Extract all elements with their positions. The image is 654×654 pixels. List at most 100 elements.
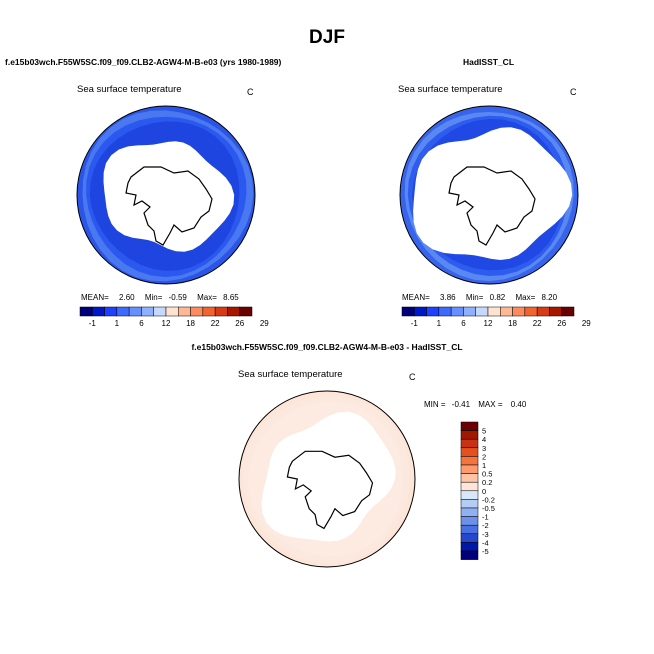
colorbar-swatch: [116, 306, 130, 317]
colorbar-tick-label: -1: [482, 513, 489, 522]
colorbar-swatch: [153, 306, 167, 317]
colorbar-swatch: [512, 306, 526, 317]
sst-band-0: [239, 391, 415, 567]
colorbar-tick-label: 4: [482, 435, 486, 444]
colorbar-tick-label: 29: [582, 319, 591, 328]
colorbar-swatch: [79, 306, 93, 317]
panel1-variable-title: Sea surface temperature: [77, 84, 182, 95]
colorbar-swatch: [460, 490, 479, 500]
colorbar-tick-label: 22: [211, 319, 220, 328]
colorbar-tick-label: -0.2: [482, 495, 495, 504]
colorbar-tick-label: 1: [482, 461, 486, 470]
colorbar-tick-label: 6: [461, 319, 466, 328]
colorbar-swatch: [128, 306, 142, 317]
colorbar-swatch: [463, 306, 476, 317]
colorbar-swatch: [460, 533, 479, 543]
colorbar-swatch: [426, 306, 440, 317]
colorbar-swatch: [460, 464, 479, 474]
map-field: [400, 106, 578, 284]
colorbar-swatch: [460, 550, 479, 560]
panel2-colorbar: -1 1 6 12 18 22 26 29: [401, 306, 591, 328]
sea-ice-mask: [413, 127, 573, 260]
sst-band-3: [412, 119, 564, 271]
colorbar-tick-label: 1: [115, 319, 120, 328]
colorbar-tick-label: -1: [411, 319, 419, 328]
panel1-units: C: [247, 87, 254, 97]
colorbar-swatch: [460, 438, 479, 449]
colorbar-swatch: [178, 306, 191, 317]
colorbar-swatch: [214, 306, 228, 317]
colorbar-tick-label: 12: [484, 319, 493, 328]
colorbar-tick-label: -3: [482, 530, 489, 539]
colorbar-tick-label: 26: [235, 319, 244, 328]
colorbar-swatch: [549, 306, 562, 317]
colorbar-swatch: [460, 516, 479, 526]
panel2-units: C: [570, 87, 577, 97]
panel1-min-value: -0.59: [168, 293, 187, 302]
colorbar-swatch: [524, 306, 538, 317]
sst-band-2: [86, 116, 247, 277]
colorbar-swatch: [487, 306, 501, 317]
panel3-stats: MIN = -0.41 MAX = 0.40: [424, 400, 526, 409]
colorbar-tick-label: 26: [557, 319, 566, 328]
colorbar-swatch: [401, 306, 415, 317]
ocean-background: [400, 106, 578, 284]
colorbar-tick-label: 18: [508, 319, 517, 328]
colorbar-tick-label: 0: [482, 487, 486, 496]
colorbar-swatch: [227, 306, 240, 317]
sst-band-3: [89, 121, 240, 271]
map-boundary: [399, 105, 579, 285]
colorbar-swatch: [460, 499, 479, 509]
colorbar-tick-label: 6: [139, 319, 144, 328]
colorbar-swatch: [438, 306, 452, 317]
panel2-mean-value: 3.86: [440, 293, 456, 302]
panel1-stats: MEAN= 2.60 Min= -0.59 Max= 8.65: [81, 293, 239, 302]
colorbar-tick-label: -5: [482, 547, 489, 556]
colorbar-swatch: [141, 306, 154, 317]
colorbar-swatch: [414, 306, 427, 317]
sst-band-0: [400, 106, 578, 284]
panel2-stats: MEAN= 3.86 Min= 0.82 Max= 8.20: [402, 293, 557, 302]
colorbar-tick-label: 3: [482, 444, 486, 453]
colorbar-swatch: [460, 447, 479, 457]
colorbar-swatch: [460, 430, 479, 440]
panel3-min-label: MIN =: [424, 400, 446, 409]
panel2-variable-title: Sea surface temperature: [398, 84, 503, 95]
sst-band-2: [248, 401, 404, 556]
colorbar-swatch: [450, 306, 464, 317]
panel3-variable-title: Sea surface temperature: [238, 369, 343, 380]
colorbar-swatch: [190, 306, 204, 317]
colorbar-tick-label: 18: [186, 319, 195, 328]
antarctica-coastline: [125, 166, 213, 246]
colorbar-tick-label: 29: [260, 319, 269, 328]
sst-band-0: [77, 106, 255, 284]
colorbar-tick-label: -4: [482, 538, 489, 547]
map-field: [77, 106, 255, 284]
map-boundary: [76, 105, 256, 285]
panel3-max-value: 0.40: [510, 400, 527, 409]
panel1-max-value: 8.65: [223, 293, 239, 302]
colorbar-swatch: [475, 306, 489, 317]
map-boundary: [238, 390, 416, 568]
sst-band-2: [407, 115, 568, 276]
colorbar-tick-label: 22: [533, 319, 542, 328]
panel2-min-value: 0.82: [489, 293, 506, 302]
antarctica-coastline: [448, 166, 536, 246]
panel2-max-label: Max=: [515, 293, 536, 302]
panel1-mean-label: MEAN=: [81, 293, 109, 302]
sea-ice-mask: [103, 141, 235, 252]
colorbar-tick-label: 0.2: [482, 478, 492, 487]
map-field: [239, 391, 415, 567]
panel1-case-title: f.e15b03wch.F55W5SC.f09_f09.CLB2-AGW4-M-…: [5, 57, 282, 67]
colorbar-swatch: [536, 306, 550, 317]
colorbar-swatch: [202, 306, 216, 317]
colorbar-swatch: [500, 306, 513, 317]
panel2-max-value: 8.20: [541, 293, 558, 302]
colorbar-swatch: [561, 306, 575, 317]
colorbar-swatch: [460, 481, 479, 492]
colorbar-tick-label: -2: [482, 521, 489, 530]
sst-band-1: [404, 112, 574, 282]
colorbar-swatch: [239, 306, 253, 317]
panel2-min-label: Min=: [465, 293, 484, 302]
